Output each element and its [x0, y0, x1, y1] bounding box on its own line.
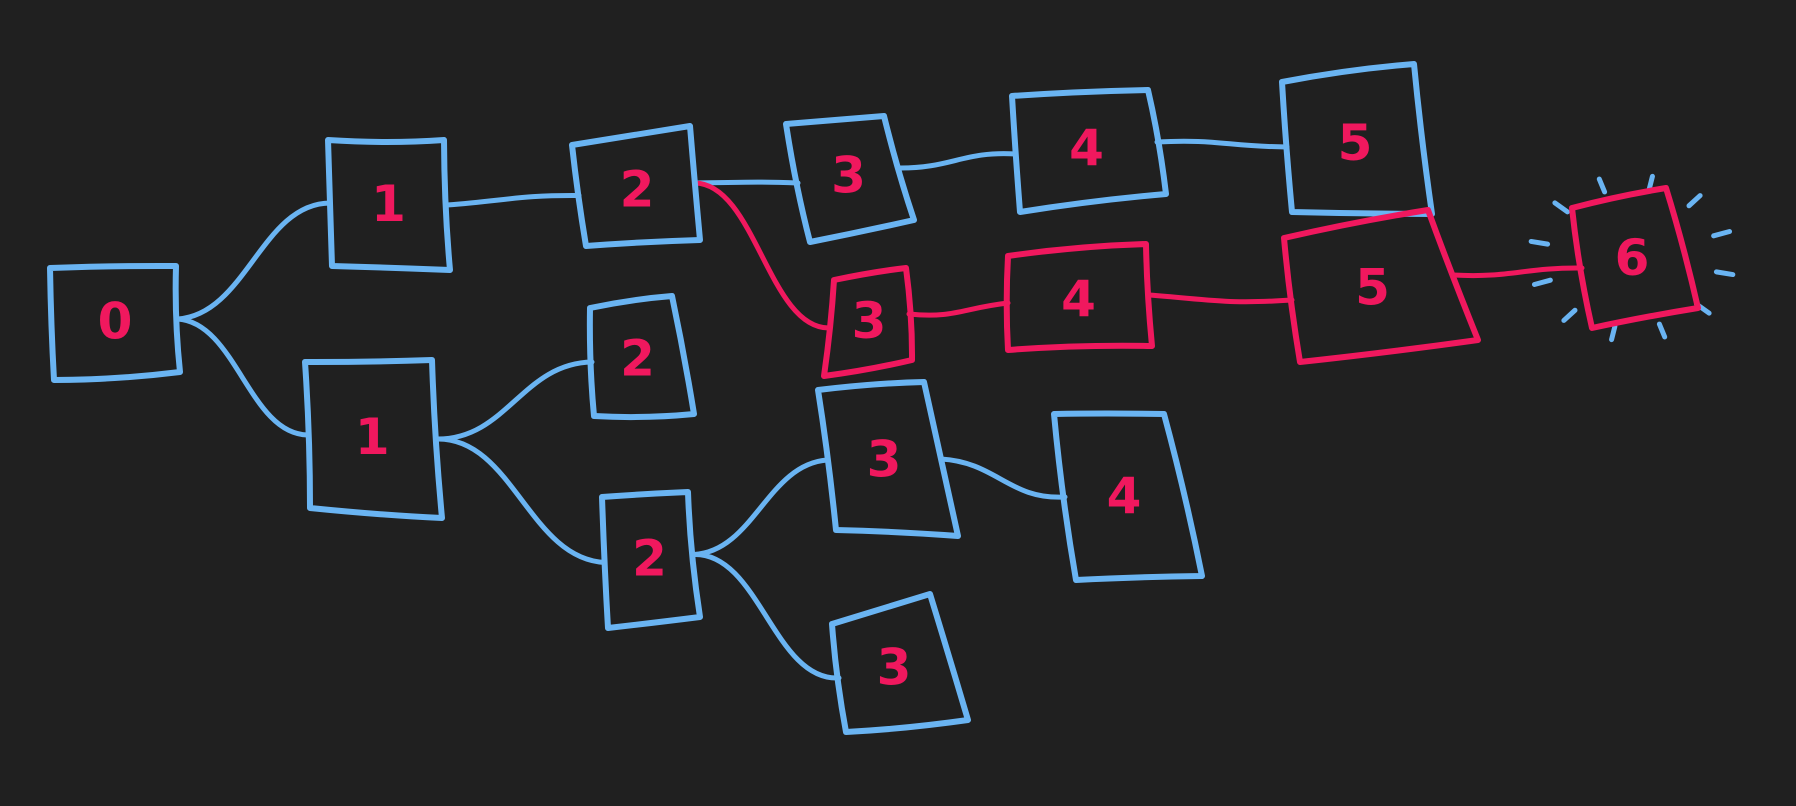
node-box [821, 265, 916, 379]
sparkle-ray [1713, 269, 1736, 278]
node-n1b: 1 [302, 357, 445, 521]
edge-n4a-n5a [1154, 138, 1290, 150]
node-n3c: 3 [815, 379, 961, 539]
edge-n2c-n3d [691, 551, 842, 681]
node-n0: 0 [47, 262, 183, 383]
node-label: 3 [831, 147, 866, 205]
edge-n3a-n4a [896, 151, 1019, 171]
node-box [1569, 185, 1701, 331]
edges-layer [175, 138, 1585, 681]
node-box [829, 591, 971, 735]
edge-n5r-n6 [1450, 265, 1585, 279]
sparkle-ray [1656, 321, 1668, 340]
node-label: 5 [1355, 259, 1390, 317]
edge-n2a-n3a [692, 179, 801, 186]
sparkle-ray [1686, 193, 1703, 209]
node-n2a: 2 [569, 123, 703, 249]
sparkle-ray [1609, 323, 1618, 343]
node-n2b: 2 [586, 293, 697, 421]
node-n3r: 3 [821, 265, 916, 379]
node-label: 3 [867, 431, 902, 489]
edge-n4r-n5r [1146, 292, 1295, 305]
sparkle-ray [1531, 277, 1553, 287]
node-n3d: 3 [829, 591, 971, 735]
nodes-layer: 0 1 1 2 2 2 3 3 3 3 4 4 4 5 5 6 [47, 61, 1701, 735]
node-box [325, 137, 453, 273]
sparkle-ray [1561, 307, 1578, 323]
node-n4c: 4 [1051, 410, 1205, 583]
node-label: 5 [1338, 114, 1373, 172]
sparkle-ray [1596, 176, 1608, 195]
node-n4r: 4 [1003, 241, 1155, 353]
edge-n2c-n3c [691, 457, 830, 557]
edge-n0-n1b [175, 316, 310, 438]
node-label: 4 [1107, 467, 1142, 525]
sparkle-ray [1646, 173, 1655, 193]
node-label: 4 [1069, 119, 1104, 177]
node-box [1051, 410, 1205, 583]
edge-n2a-n3r [692, 180, 832, 331]
sparkle-ray [1552, 200, 1570, 215]
node-label: 0 [98, 293, 133, 351]
sparkle-layer [1528, 173, 1736, 343]
node-label: 3 [877, 639, 912, 697]
node-n1a: 1 [325, 137, 453, 273]
edge-n1a-n2a [444, 192, 582, 208]
node-box [1009, 87, 1169, 215]
node-label: 2 [620, 160, 655, 218]
node-box [783, 113, 917, 245]
edge-n1b-n2c [434, 436, 608, 565]
node-box [599, 489, 703, 631]
edge-n1b-n2b [434, 359, 595, 442]
node-label: 6 [1615, 229, 1650, 287]
node-box [569, 123, 703, 249]
node-box [1281, 207, 1481, 365]
node-label: 1 [355, 408, 390, 466]
node-n4a: 4 [1009, 87, 1169, 215]
node-n5a: 5 [1279, 61, 1435, 217]
node-label: 1 [371, 175, 406, 233]
node-box [302, 357, 445, 521]
edge-n3r-n4r [906, 300, 1011, 318]
node-n5r: 5 [1281, 207, 1481, 365]
node-n2c: 2 [599, 489, 703, 631]
edge-n0-n1a [175, 200, 333, 322]
node-label: 2 [620, 330, 655, 388]
sparkle-ray [1711, 229, 1733, 239]
node-label: 2 [632, 530, 667, 588]
node-n3a: 3 [783, 113, 917, 245]
edge-n3c-n4c [938, 456, 1068, 500]
node-box [815, 379, 961, 539]
node-box [586, 293, 697, 421]
node-label: 3 [852, 292, 887, 350]
node-label: 4 [1061, 270, 1096, 328]
sparkle-ray [1528, 238, 1551, 247]
node-n6: 6 [1569, 185, 1701, 331]
node-box [47, 262, 183, 383]
node-box [1003, 241, 1155, 353]
